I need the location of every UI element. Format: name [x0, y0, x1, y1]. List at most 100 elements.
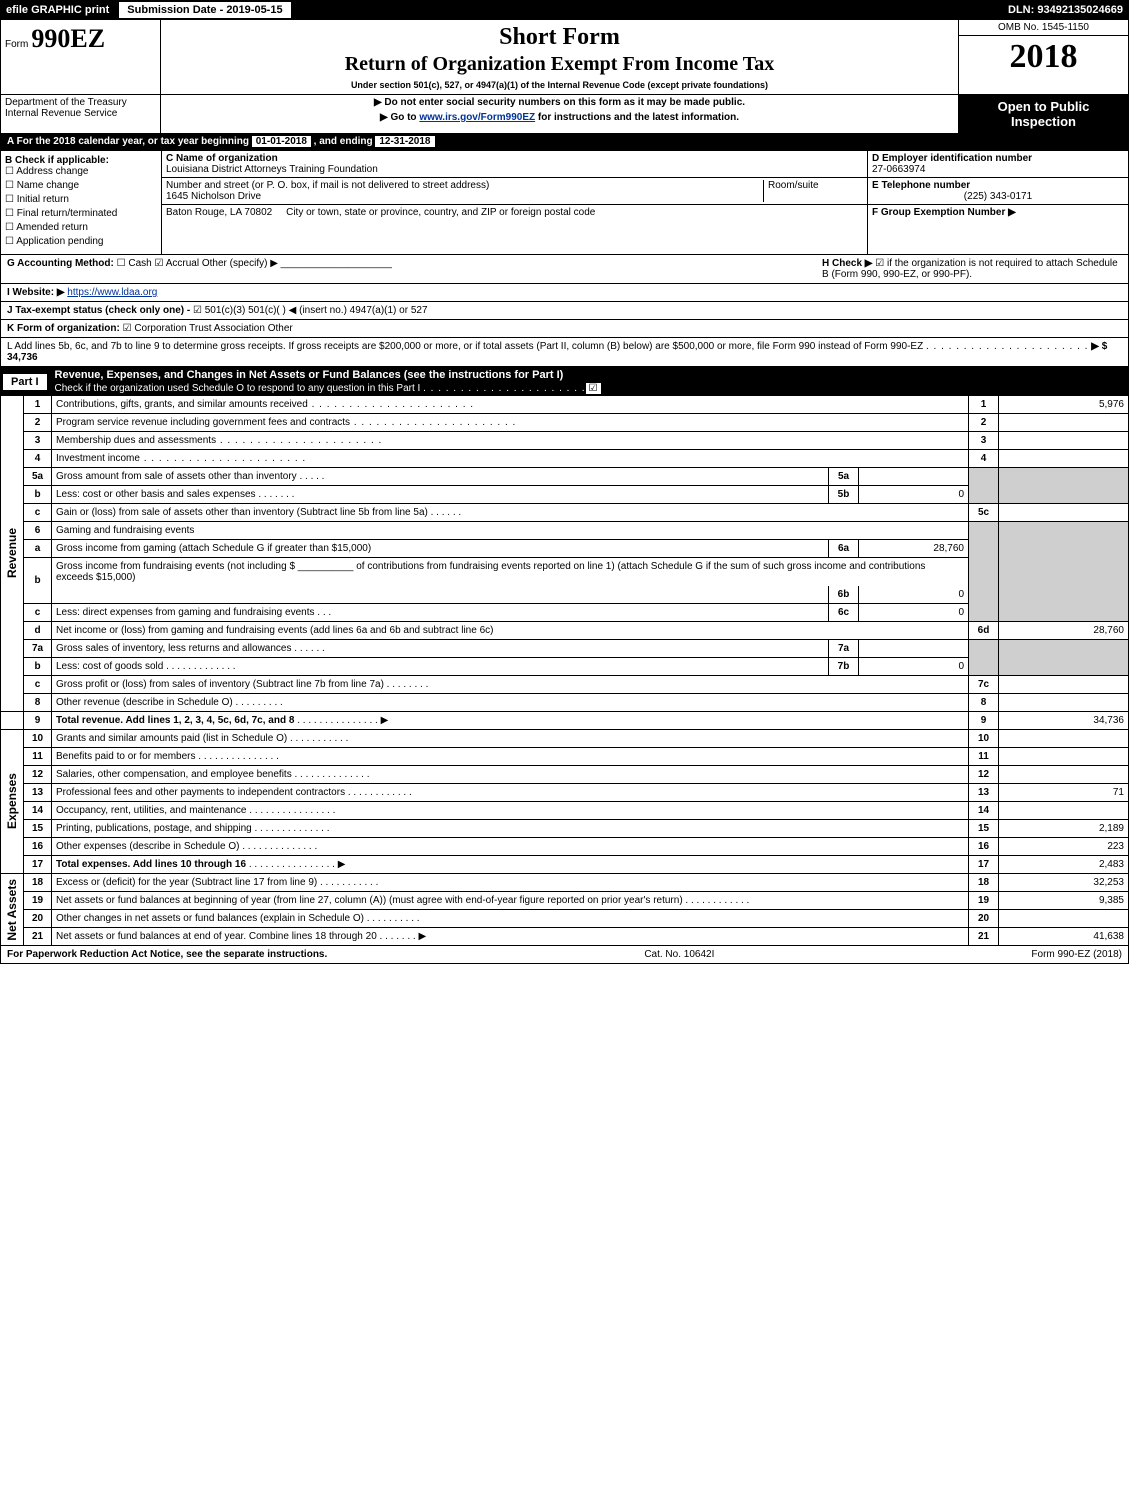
checkbox-name-change[interactable]: ☐ Name change	[5, 180, 157, 191]
table-row: c Less: direct expenses from gaming and …	[1, 604, 1129, 622]
line-5c-desc: Gain or (loss) from sale of assets other…	[52, 504, 969, 522]
line-21-desc: Net assets or fund balances at end of ye…	[52, 928, 969, 946]
irs-link[interactable]: www.irs.gov/Form990EZ	[419, 112, 535, 123]
line-18-val: 32,253	[999, 874, 1129, 892]
line-6a-mid: 6a	[829, 540, 859, 558]
table-row: 11 Benefits paid to or for members . . .…	[1, 748, 1129, 766]
footer-form-ref: Form 990-EZ (2018)	[1031, 949, 1122, 960]
line-5a-mid: 5a	[829, 468, 859, 486]
box-F-label: F Group Exemption Number ▶	[872, 207, 1016, 218]
footer-cat-no: Cat. No. 10642I	[644, 949, 714, 960]
line-12-val	[999, 766, 1129, 784]
table-row: d Net income or (loss) from gaming and f…	[1, 622, 1129, 640]
line-11-val	[999, 748, 1129, 766]
line-15-num: 15	[24, 820, 52, 838]
line-12-desc: Salaries, other compensation, and employ…	[52, 766, 969, 784]
table-row: b Gross income from fundraising events (…	[1, 558, 1129, 587]
line-I-label: I Website: ▶	[7, 287, 65, 298]
header-right: OMB No. 1545-1150 2018	[958, 20, 1128, 94]
accounting-accrual[interactable]: ☑ Accrual	[155, 258, 200, 269]
line-G-label: G Accounting Method:	[7, 258, 114, 269]
checkbox-initial-return[interactable]: ☐ Initial return	[5, 194, 157, 205]
website-link[interactable]: https://www.ldaa.org	[67, 287, 157, 298]
open-public-label: Open to Public	[963, 99, 1124, 114]
line-7b-num: b	[24, 658, 52, 676]
checkbox-final-return[interactable]: ☐ Final return/terminated	[5, 208, 157, 219]
line-17-box: 17	[969, 856, 999, 874]
line-6d-num: d	[24, 622, 52, 640]
efile-print-label[interactable]: efile GRAPHIC print	[0, 2, 115, 18]
line-1-desc: Contributions, gifts, grants, and simila…	[52, 396, 969, 414]
box-E: E Telephone number (225) 343-0171	[868, 178, 1128, 205]
table-row: 14 Occupancy, rent, utilities, and maint…	[1, 802, 1129, 820]
line-6-num: 6	[24, 522, 52, 540]
line-2-desc: Program service revenue including govern…	[52, 414, 969, 432]
line-I: I Website: ▶ https://www.ldaa.org	[0, 284, 1129, 302]
inspection-cell: Open to Public Inspection	[958, 95, 1128, 133]
line-16-desc: Other expenses (describe in Schedule O) …	[52, 838, 969, 856]
line-J-options[interactable]: ☑ 501(c)(3) 501(c)( ) ◀ (insert no.) 494…	[193, 305, 428, 316]
tax-year: 2018	[959, 36, 1128, 78]
line-16-box: 16	[969, 838, 999, 856]
checkbox-address-change[interactable]: ☐ Address change	[5, 166, 157, 177]
header-center: Short Form Return of Organization Exempt…	[161, 20, 958, 94]
line-21-val: 41,638	[999, 928, 1129, 946]
line-17-num: 17	[24, 856, 52, 874]
line-L-text: L Add lines 5b, 6c, and 7b to line 9 to …	[7, 341, 923, 352]
line-19-box: 19	[969, 892, 999, 910]
table-row: 6b 0	[1, 586, 1129, 604]
table-row: 8 Other revenue (describe in Schedule O)…	[1, 694, 1129, 712]
line-18-num: 18	[24, 874, 52, 892]
line-11-num: 11	[24, 748, 52, 766]
box-D-label: D Employer identification number	[872, 153, 1124, 164]
city-label: City or town, state or province, country…	[286, 207, 595, 218]
checkbox-application-pending[interactable]: ☐ Application pending	[5, 236, 157, 247]
line-6c-desc: Less: direct expenses from gaming and fu…	[52, 604, 829, 622]
accounting-other[interactable]: Other (specify) ▶ ____________________	[202, 258, 392, 269]
expenses-label: Expenses	[1, 730, 24, 874]
line-14-num: 14	[24, 802, 52, 820]
accounting-cash[interactable]: ☐ Cash	[117, 258, 152, 269]
part-I-label: Part I	[3, 374, 47, 390]
line-7a-desc: Gross sales of inventory, less returns a…	[52, 640, 829, 658]
line-9-val: 34,736	[999, 712, 1129, 730]
box-B: B Check if applicable: ☐ Address change …	[1, 151, 161, 254]
box-D: D Employer identification number 27-0663…	[868, 151, 1128, 178]
part-I-checkbox[interactable]: ☑	[586, 383, 601, 394]
line-H-checkbox[interactable]: ☑	[875, 258, 884, 269]
line-K-options[interactable]: ☑ Corporation Trust Association Other	[123, 323, 293, 334]
inspection-label: Inspection	[963, 114, 1124, 129]
form-header: Form 990EZ Short Form Return of Organiza…	[0, 20, 1129, 95]
table-row: 12 Salaries, other compensation, and emp…	[1, 766, 1129, 784]
line-8-val	[999, 694, 1129, 712]
line-15-val: 2,189	[999, 820, 1129, 838]
line-2-box: 2	[969, 414, 999, 432]
part-I-check-text: Check if the organization used Schedule …	[49, 383, 607, 396]
line-14-desc: Occupancy, rent, utilities, and maintena…	[52, 802, 969, 820]
box-B-label: B Check if applicable:	[5, 155, 157, 166]
line-3-num: 3	[24, 432, 52, 450]
line-14-val	[999, 802, 1129, 820]
table-row: a Gross income from gaming (attach Sched…	[1, 540, 1129, 558]
page-footer: For Paperwork Reduction Act Notice, see …	[0, 946, 1129, 964]
open-to-public: Open to Public Inspection	[959, 95, 1128, 133]
line-1-num: 1	[24, 396, 52, 414]
line-19-num: 19	[24, 892, 52, 910]
grey-cell	[999, 522, 1129, 622]
street-value: 1645 Nicholson Drive	[166, 191, 763, 202]
part-I-header: Part I Revenue, Expenses, and Changes in…	[0, 367, 1129, 396]
checkbox-amended-return[interactable]: ☐ Amended return	[5, 222, 157, 233]
line-13-num: 13	[24, 784, 52, 802]
line-L: L Add lines 5b, 6c, and 7b to line 9 to …	[0, 338, 1129, 367]
line-20-val	[999, 910, 1129, 928]
line-6d-box: 6d	[969, 622, 999, 640]
table-row: Expenses 10 Grants and similar amounts p…	[1, 730, 1129, 748]
line-A-prefix: A For the 2018 calendar year, or tax yea…	[7, 136, 252, 147]
line-7a-mid: 7a	[829, 640, 859, 658]
line-9-box: 9	[969, 712, 999, 730]
line-7c-box: 7c	[969, 676, 999, 694]
line-20-desc: Other changes in net assets or fund bala…	[52, 910, 969, 928]
line-J: J Tax-exempt status (check only one) - ☑…	[0, 302, 1129, 320]
table-row: c Gross profit or (loss) from sales of i…	[1, 676, 1129, 694]
line-1-val: 5,976	[999, 396, 1129, 414]
